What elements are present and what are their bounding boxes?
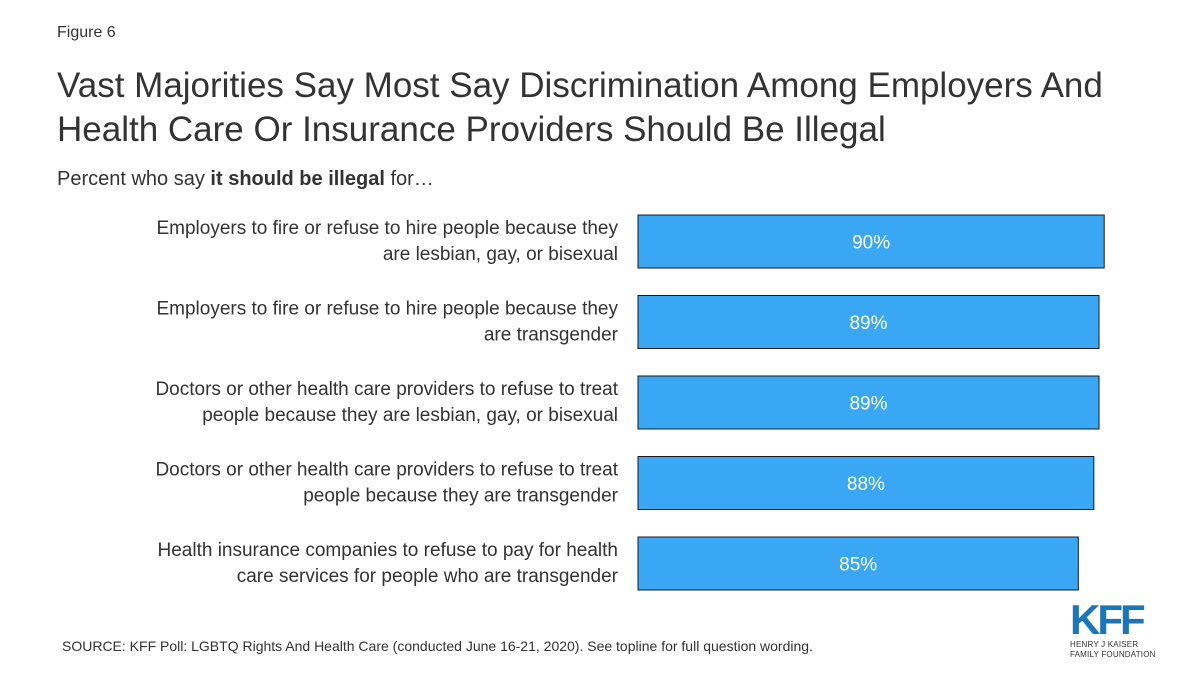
subtitle-bold: it should be illegal — [210, 168, 385, 190]
bar-2 — [637, 295, 1100, 349]
chart-subtitle: Percent who say it should be illegal for… — [57, 168, 434, 191]
category-label-line: Doctors or other health care providers t… — [155, 460, 618, 481]
bar-value-label-4: 88% — [847, 474, 885, 495]
category-label-2: Employers to fire or refuse to hire peop… — [156, 299, 618, 346]
category-label-line: people because they are lesbian, gay, or… — [202, 405, 618, 426]
category-label-line: Employers to fire or refuse to hire peop… — [156, 218, 618, 239]
bar-4 — [637, 456, 1095, 510]
category-label-5: Health insurance companies to refuse to … — [158, 540, 619, 587]
category-label-1: Employers to fire or refuse to hire peop… — [156, 218, 618, 265]
category-label-4: Doctors or other health care providers t… — [155, 460, 618, 507]
bar-value-label-2: 89% — [849, 313, 887, 334]
subtitle-prefix: Percent who say — [57, 168, 211, 190]
source-note: SOURCE: KFF Poll: LGBTQ Rights And Healt… — [62, 638, 813, 654]
bar-value-label-1: 90% — [852, 233, 890, 254]
category-label-line: care services for people who are transge… — [237, 566, 619, 587]
category-label-3: Doctors or other health care providers t… — [155, 379, 618, 426]
figure-label: Figure 6 — [57, 24, 116, 41]
logo-line-2: FAMILY FOUNDATION — [1070, 650, 1156, 659]
subtitle-suffix: for… — [384, 168, 434, 190]
category-label-line: Doctors or other health care providers t… — [155, 379, 618, 400]
category-label-line: Health insurance companies to refuse to … — [158, 540, 619, 561]
bar-5 — [637, 536, 1079, 591]
page-title: Vast Majorities Say Most Say Discriminat… — [57, 66, 1103, 149]
kff-logo: KFF HENRY J KAISER FAMILY FOUNDATION — [1070, 596, 1160, 660]
logo-mark: KFF — [1070, 596, 1146, 643]
logo-line-1: HENRY J KAISER — [1070, 640, 1139, 649]
category-label-line: Employers to fire or refuse to hire peop… — [156, 299, 618, 320]
bar-value-label-3: 89% — [849, 394, 887, 415]
category-label-line: are transgender — [484, 325, 619, 346]
category-label-line: are lesbian, gay, or bisexual — [383, 244, 618, 265]
bar-3 — [637, 375, 1100, 430]
bar-1 — [637, 214, 1105, 269]
bar-value-label-5: 85% — [839, 555, 877, 576]
category-label-line: people because they are transgender — [303, 486, 618, 507]
